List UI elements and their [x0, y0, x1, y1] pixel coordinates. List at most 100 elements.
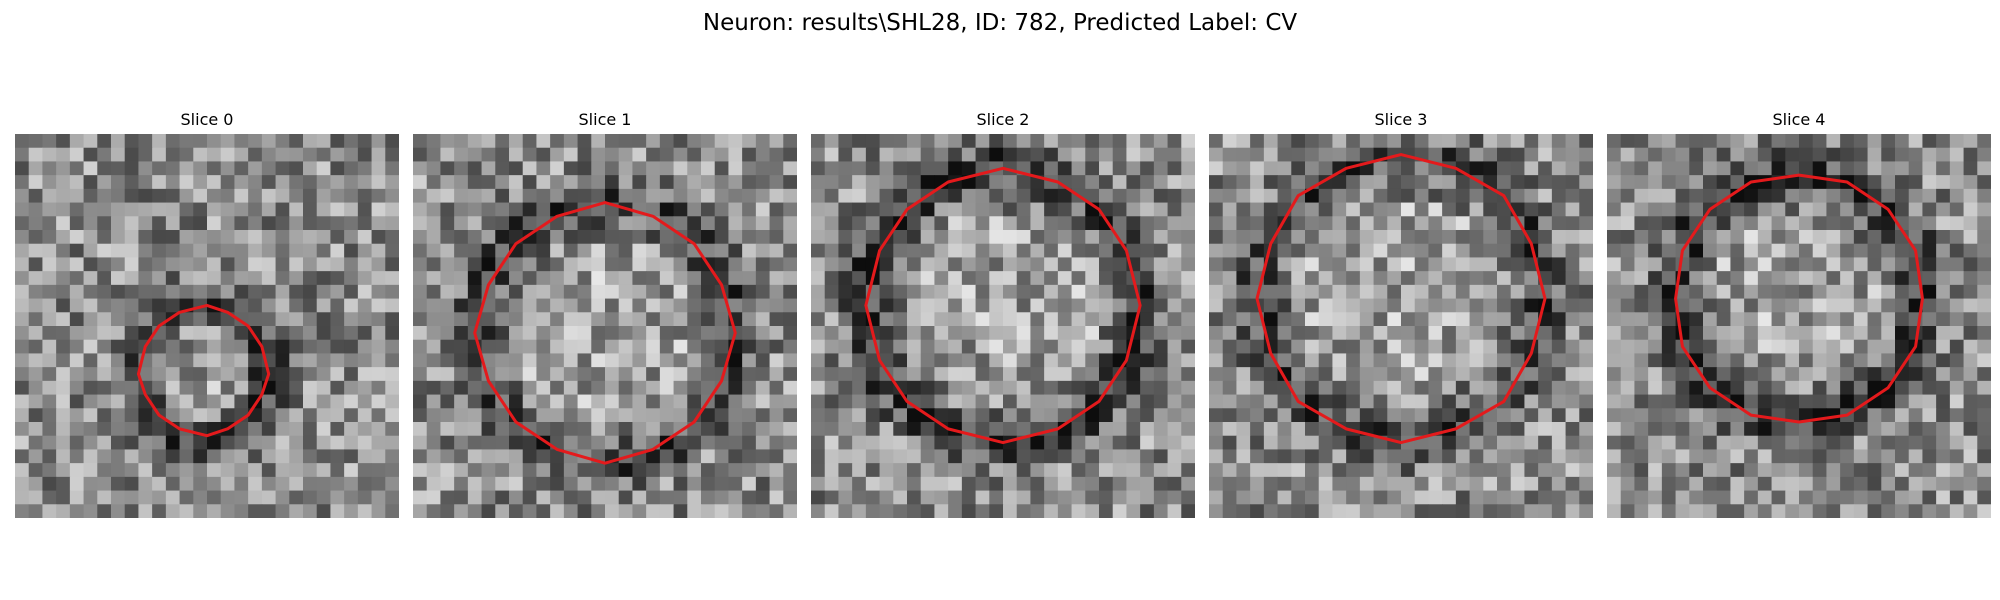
pixel [316, 490, 331, 505]
pixel [1346, 490, 1361, 505]
pixel [385, 408, 399, 423]
pixel [1675, 380, 1690, 395]
pixel [56, 380, 71, 395]
pixel [1455, 394, 1470, 409]
pixel [824, 216, 839, 231]
pixel [1359, 394, 1374, 409]
pixel [165, 435, 180, 450]
pixel [1949, 435, 1964, 450]
pixel [1648, 326, 1663, 341]
pixel [316, 504, 331, 518]
pixel [303, 367, 318, 382]
pixel [28, 271, 43, 286]
pixel [1277, 490, 1292, 505]
pixel [15, 380, 30, 395]
pixel [1332, 490, 1347, 505]
pixel [1442, 175, 1457, 190]
pixel [1579, 435, 1593, 450]
pixel [811, 284, 826, 299]
pixel [440, 422, 455, 437]
pixel [591, 435, 606, 450]
pixel [1853, 339, 1868, 354]
pixel [220, 134, 235, 149]
pixel [15, 353, 30, 368]
pixel [413, 435, 428, 450]
pixel [261, 490, 276, 505]
pixel [344, 408, 359, 423]
pixel [1881, 271, 1896, 286]
pixel [989, 353, 1004, 368]
pixel [83, 435, 98, 450]
pixel [742, 339, 757, 354]
pixel [1867, 271, 1882, 286]
pixel [1057, 230, 1072, 245]
pixel [879, 435, 894, 450]
pixel [536, 408, 551, 423]
pixel [481, 202, 496, 217]
pixel [714, 504, 729, 518]
pixel [632, 394, 647, 409]
pixel [673, 312, 688, 327]
pixel [1112, 257, 1127, 272]
pixel [701, 298, 716, 313]
pixel [701, 284, 716, 299]
pixel [1867, 230, 1882, 245]
pixel [1359, 230, 1374, 245]
pixel [591, 243, 606, 258]
pixel [714, 449, 729, 464]
pixel [577, 339, 592, 354]
pixel [1222, 339, 1237, 354]
pixel [179, 175, 194, 190]
pixel [1799, 490, 1814, 505]
pixel [824, 490, 839, 505]
pixel [1703, 394, 1718, 409]
pixel [1305, 463, 1320, 478]
pixel [1703, 284, 1718, 299]
pixel [97, 175, 112, 190]
pixel [1140, 298, 1155, 313]
pixel [1716, 504, 1731, 518]
pixel [522, 449, 537, 464]
pixel [522, 490, 537, 505]
pixel [1291, 175, 1306, 190]
pixel [1826, 134, 1841, 149]
pixel [1263, 504, 1278, 518]
pixel [1030, 449, 1045, 464]
pixel [1826, 353, 1841, 368]
pixel [1744, 326, 1759, 341]
pixel [1565, 257, 1580, 272]
pixel [371, 476, 386, 491]
pixel [961, 408, 976, 423]
pixel [1840, 367, 1855, 382]
pixel [1332, 175, 1347, 190]
pixel [879, 449, 894, 464]
pixel [1607, 408, 1622, 423]
pixel [961, 435, 976, 450]
pixel [111, 243, 126, 258]
pixel [1209, 161, 1224, 176]
pixel [1730, 380, 1745, 395]
pixel [15, 435, 30, 450]
pixel [1771, 367, 1786, 382]
pixel [591, 380, 606, 395]
pixel [261, 435, 276, 450]
pixel [509, 380, 524, 395]
pixel [1922, 435, 1937, 450]
pixel [509, 339, 524, 354]
pixel [1675, 353, 1690, 368]
pixel [440, 202, 455, 217]
pixel [673, 175, 688, 190]
pixel [1277, 243, 1292, 258]
pixel [659, 188, 674, 203]
pixel [193, 243, 208, 258]
pixel [1538, 394, 1553, 409]
pixel [1634, 353, 1649, 368]
pixel [1359, 257, 1374, 272]
pixel [1057, 243, 1072, 258]
pixel [454, 394, 469, 409]
pixel [934, 504, 949, 518]
pixel [605, 243, 620, 258]
pixel [1895, 284, 1910, 299]
pixel [1071, 284, 1086, 299]
pixel [646, 257, 661, 272]
